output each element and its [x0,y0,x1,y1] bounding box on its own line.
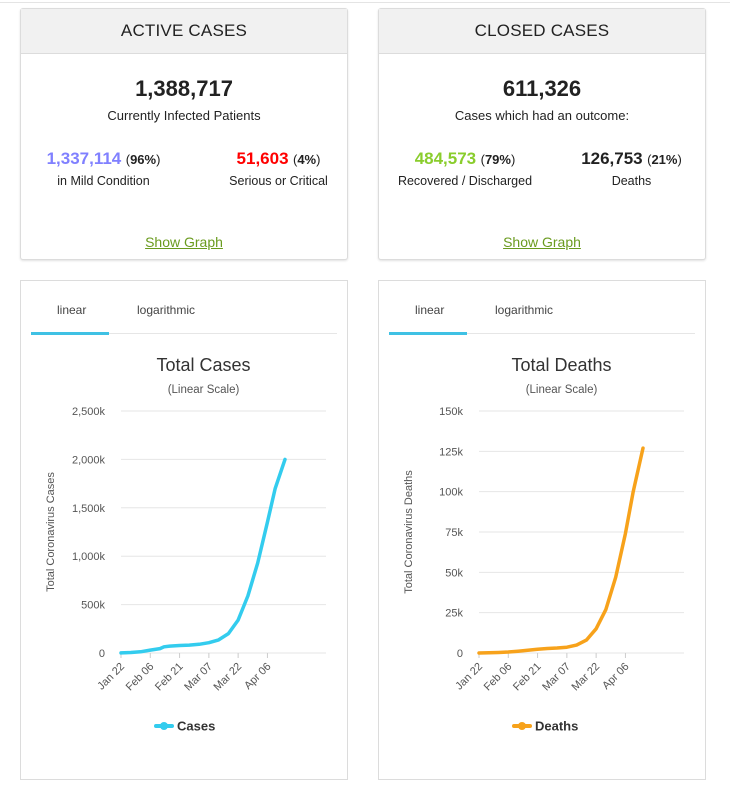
series-line [477,446,645,655]
y-tick-label: 1,000k [72,551,106,563]
mild-value: 1,337,114 [46,149,122,168]
chart-subtitle: (Linear Scale) [168,384,240,396]
x-tick-label: Feb 21 [511,661,544,694]
y-tick-label: 2,500k [72,406,106,418]
y-tick-label: 2,000k [72,454,106,466]
x-tick-label: Mar 07 [540,661,573,694]
deaths-percent: (21%) [647,152,682,167]
deaths-chart: Total Deaths (Linear Scale) 0 25k 50k 75k 100k… [403,355,684,734]
legend-marker [160,722,168,730]
active-show-graph-link[interactable]: Show Graph [145,234,223,250]
recovered-percent: (79%) [480,152,516,167]
x-tick-label: Apr 06 [600,661,631,692]
deaths-label: Deaths [611,174,652,188]
closed-cases-total-label: Cases which had an outcome: [454,108,630,123]
mild-label: in Mild Condition [57,174,150,188]
tab-linear[interactable]: linear [57,303,87,317]
cases-chart-tabs: linear logarithmic [31,299,337,335]
x-tick-label: Jan 22 [95,661,127,693]
closed-cases-title: CLOSED CASES [379,9,705,54]
y-tick-label: 0 [99,648,105,660]
active-cases-title: ACTIVE CASES [21,9,347,54]
y-tick-label: 100k [439,487,463,499]
mild-condition-stat: 1,337,114 (96%) in Mild Condition [21,149,186,188]
x-tick-label: Feb 06 [482,661,515,694]
active-cases-total-label: Currently Infected Patients [107,108,261,123]
x-tick-label: Feb 06 [124,661,157,694]
legend-label: Cases [177,719,215,734]
serious-condition-stat: 51,603 (4%) Serious or Critical [211,149,346,188]
tab-logarithmic[interactable]: logarithmic [495,303,554,317]
x-tick-label: Jan 22 [453,661,485,693]
y-tick-label: 50k [445,567,463,579]
deaths-value: 126,753 [581,149,643,168]
active-cases-total: 1,388,717 [135,76,233,101]
active-cases-card: ACTIVE CASES 1,388,717 Currently Infecte… [20,8,348,260]
serious-label: Serious or Critical [229,174,328,188]
x-tick-label: Mar 07 [182,661,215,694]
y-tick-label: 150k [439,406,463,418]
serious-percent: (4%) [292,152,321,167]
cases-chart: Total Cases (Linear Scale) 0 500k 1,000k 1,50… [45,355,326,734]
tab-linear-underline [31,332,109,335]
x-tick-label: Apr 06 [242,661,273,692]
recovered-label: Recovered / Discharged [397,174,533,188]
tab-linear-underline [389,332,467,335]
tab-logarithmic[interactable]: logarithmic [137,303,196,317]
cases-chart-card: linear logarithmic Total Cases (Linear Sc… [20,280,348,780]
recovered-stat: 484,573 (79%) Recovered / Discharged [379,149,551,188]
tab-linear[interactable]: linear [415,303,445,317]
chart-title: Total Deaths [511,355,611,375]
closed-cases-total: 611,326 [502,76,582,101]
serious-value: 51,603 [236,149,289,168]
deaths-chart-card: linear logarithmic Total Deaths (Linear S… [378,280,706,780]
y-tick-label: 125k [439,446,463,458]
chart-title: Total Cases [156,355,250,375]
legend-marker [518,722,526,730]
y-tick-label: 25k [445,608,463,620]
y-tick-label: 500k [81,600,105,612]
y-tick-label: 0 [457,648,463,660]
closed-cases-card: CLOSED CASES 611,326 Cases which had an … [378,8,706,260]
y-axis-label: Total Coronavirus Deaths [403,470,415,594]
series-line [119,457,287,655]
x-tick-label: Feb 21 [153,661,186,694]
mild-percent: (96%) [125,152,161,167]
chart-subtitle: (Linear Scale) [526,384,598,396]
deaths-stat: 126,753 (21%) Deaths [564,149,699,188]
y-axis-label: Total Coronavirus Cases [45,472,57,592]
recovered-value: 484,573 [414,149,477,168]
legend-label: Deaths [535,719,578,734]
x-tick-label: Mar 22 [212,661,245,694]
closed-show-graph-link[interactable]: Show Graph [503,234,581,250]
y-tick-label: 1,500k [72,503,106,515]
deaths-chart-tabs: linear logarithmic [389,299,695,335]
top-divider [0,2,730,3]
y-tick-label: 75k [445,527,463,539]
x-tick-label: Mar 22 [570,661,603,694]
